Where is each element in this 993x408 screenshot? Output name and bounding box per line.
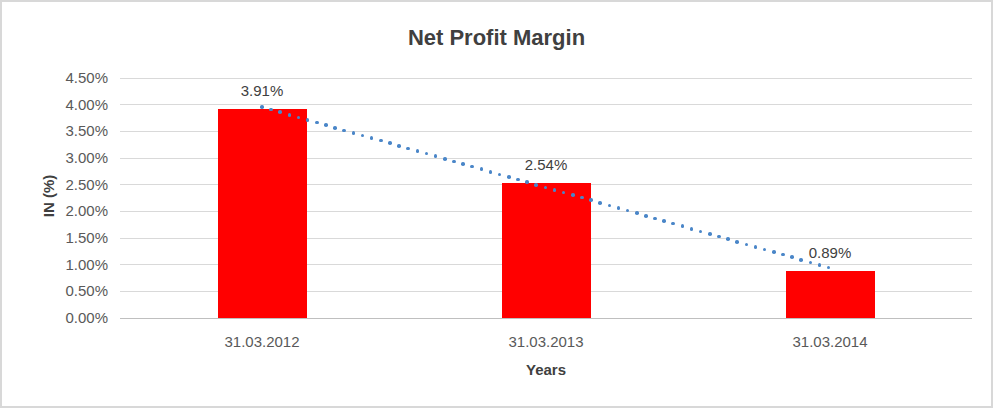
trendline-dot[interactable] — [608, 204, 612, 208]
trendline-dot[interactable] — [352, 131, 356, 135]
trendline-dot[interactable] — [379, 139, 383, 143]
trendline-dot[interactable] — [671, 222, 675, 226]
y-tick-label: 3.50% — [12, 122, 108, 140]
bar-31.03.2014[interactable] — [786, 271, 875, 318]
y-tick-label: 4.50% — [12, 69, 108, 87]
bar-value-label: 3.91% — [212, 82, 312, 100]
trendline-dot[interactable] — [790, 255, 794, 259]
trendline-dot[interactable] — [717, 235, 721, 239]
y-tick-label: 2.00% — [12, 202, 108, 220]
trendline-dot[interactable] — [534, 183, 538, 187]
trendline-dot[interactable] — [525, 180, 529, 184]
trendline-dot[interactable] — [690, 227, 694, 231]
trendline-dot[interactable] — [571, 193, 575, 197]
trendline-dot[interactable] — [653, 217, 657, 221]
trendline-dot[interactable] — [681, 224, 685, 228]
trendline-dot[interactable] — [470, 165, 474, 169]
y-tick-label: 0.00% — [12, 309, 108, 327]
trendline-dot[interactable] — [516, 178, 520, 182]
trendline-dot[interactable] — [644, 214, 648, 218]
bar-31.03.2012[interactable] — [218, 109, 307, 318]
trendline-dot[interactable] — [443, 157, 447, 161]
trendline-dot[interactable] — [772, 250, 776, 254]
trendline-dot[interactable] — [726, 237, 730, 241]
y-tick-label: 1.50% — [12, 229, 108, 247]
gridline — [120, 104, 972, 105]
trendline-dot[interactable] — [617, 206, 621, 210]
gridline — [120, 78, 972, 79]
trendline-dot[interactable] — [288, 113, 292, 117]
trendline-dot[interactable] — [333, 126, 337, 130]
trendline-dot[interactable] — [662, 219, 666, 223]
trendline-dot[interactable] — [745, 243, 749, 247]
trendline-dot[interactable] — [553, 188, 557, 192]
trendline-dot[interactable] — [315, 121, 319, 125]
trendline-dot[interactable] — [278, 110, 282, 114]
trendline-dot[interactable] — [480, 167, 484, 171]
trendline-dot[interactable] — [799, 258, 803, 262]
trendline-dot[interactable] — [425, 152, 429, 156]
x-tick-label: 31.03.2012 — [120, 333, 404, 351]
trendline-dot[interactable] — [324, 123, 328, 127]
net-profit-margin-chart: Net Profit Margin IN (%) Years 4.50%4.00… — [0, 0, 993, 408]
trendline-dot[interactable] — [397, 144, 401, 148]
trendline-dot[interactable] — [708, 232, 712, 236]
trendline-dot[interactable] — [626, 209, 630, 213]
trendline-dot[interactable] — [489, 170, 493, 174]
trendline-dot[interactable] — [406, 147, 410, 151]
trendline-dot[interactable] — [699, 230, 703, 234]
trendline-dot[interactable] — [342, 129, 346, 133]
trendline-dot[interactable] — [498, 173, 502, 177]
trendline-dot[interactable] — [370, 136, 374, 140]
trendline-dot[interactable] — [260, 105, 264, 109]
y-tick-label: 0.50% — [12, 282, 108, 300]
trendline-dot[interactable] — [635, 211, 639, 215]
trendline-dot[interactable] — [306, 118, 310, 122]
y-tick-label: 3.00% — [12, 149, 108, 167]
y-tick-label: 1.00% — [12, 256, 108, 274]
trendline-dot[interactable] — [388, 141, 392, 145]
trendline-dot[interactable] — [827, 266, 831, 270]
trendline-dot[interactable] — [361, 134, 365, 138]
x-axis-title: Years — [120, 361, 972, 378]
x-tick-label: 31.03.2014 — [688, 333, 972, 351]
trendline-dot[interactable] — [416, 149, 420, 153]
chart-title: Net Profit Margin — [2, 25, 991, 51]
trendline-dot[interactable] — [452, 160, 456, 164]
trendline-dot[interactable] — [763, 248, 767, 252]
trendline-dot[interactable] — [818, 263, 822, 267]
y-tick-label: 2.50% — [12, 176, 108, 194]
bar-31.03.2013[interactable] — [502, 183, 591, 318]
bar-value-label: 0.89% — [780, 244, 880, 262]
y-tick-label: 4.00% — [12, 96, 108, 114]
trendline-dot[interactable] — [598, 201, 602, 205]
x-tick-label: 31.03.2013 — [404, 333, 688, 351]
trendline-dot[interactable] — [589, 198, 593, 202]
trendline-dot[interactable] — [461, 162, 465, 166]
trendline-dot[interactable] — [507, 175, 511, 179]
trendline-dot[interactable] — [735, 240, 739, 244]
trendline-dot[interactable] — [754, 245, 758, 249]
bar-value-label: 2.54% — [496, 156, 596, 174]
